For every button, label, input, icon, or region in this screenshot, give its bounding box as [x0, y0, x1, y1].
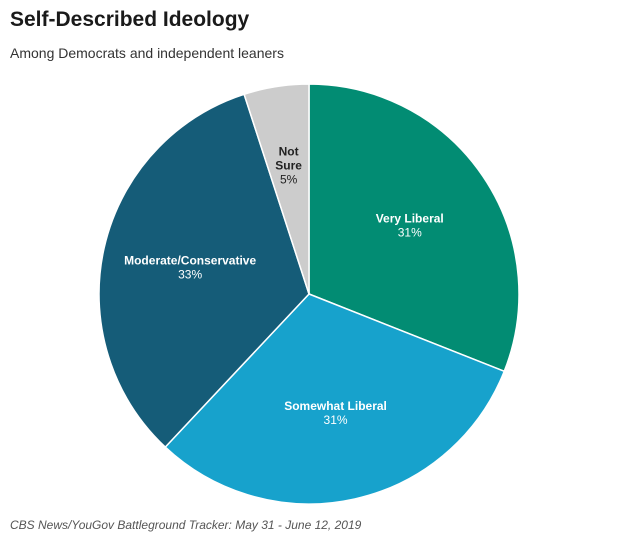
slice-value-very-liberal: 31%	[398, 226, 422, 240]
slice-label-not-sure-line-1: Not	[279, 144, 299, 158]
slice-label-not-sure-line-2: Sure	[275, 158, 302, 172]
source-note: CBS News/YouGov Battleground Tracker: Ma…	[10, 518, 362, 532]
pie-slice-not-sure	[243, 83, 310, 295]
slice-value-moderate-conservative: 33%	[178, 267, 202, 281]
chart-subtitle: Among Democrats and independent leaners	[10, 45, 284, 61]
slice-label-somewhat-liberal: Somewhat Liberal	[284, 399, 387, 413]
chart-title: Self-Described Ideology	[10, 8, 250, 31]
pie-slice-very-liberal	[308, 83, 520, 373]
slice-label-moderate-conservative: Moderate/Conservative	[124, 253, 256, 267]
slice-value-not-sure: 5%	[280, 172, 298, 186]
pie-slice-somewhat-liberal	[164, 293, 506, 505]
slice-value-somewhat-liberal: 31%	[324, 413, 348, 427]
slice-label-very-liberal: Very Liberal	[376, 212, 444, 226]
pie-slice-moderate-conservative	[98, 93, 310, 449]
pie-slices	[98, 83, 520, 505]
